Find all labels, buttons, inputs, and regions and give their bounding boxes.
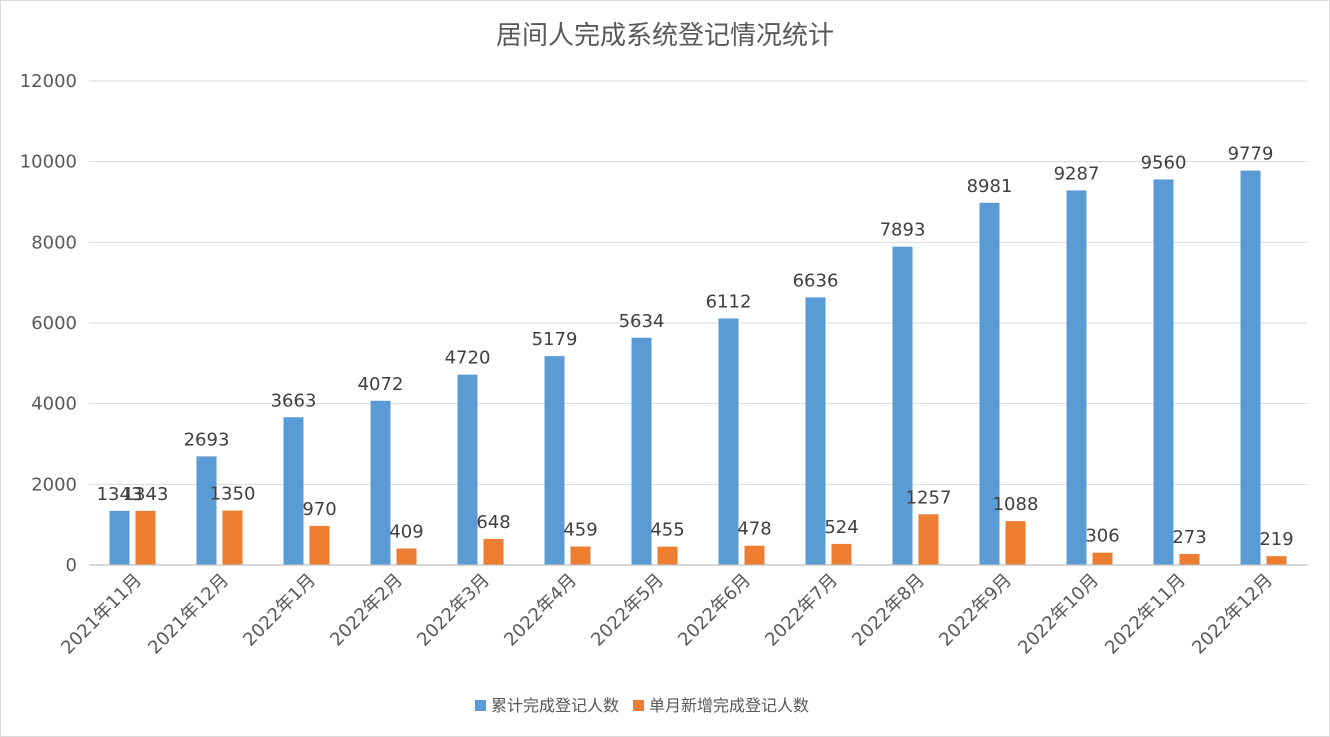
x-category-label: 2022年7月 <box>761 570 842 651</box>
x-category-label: 2022年4月 <box>500 570 581 651</box>
data-label-series-2: 455 <box>650 520 684 541</box>
x-category-label: 2022年11月 <box>1101 570 1190 659</box>
y-tick-label: 8000 <box>31 232 77 253</box>
bar-series-2 <box>918 514 939 565</box>
bar-series-2 <box>1179 553 1200 565</box>
bar-series-1 <box>544 356 565 565</box>
data-label-series-1: 2693 <box>184 429 230 450</box>
y-tick-label: 6000 <box>31 313 77 334</box>
x-category-label: 2022年8月 <box>848 570 929 651</box>
legend: 累计完成登记人数 单月新增完成登记人数 <box>475 696 809 715</box>
bar-series-2 <box>309 525 330 565</box>
bar-series-2 <box>744 545 765 565</box>
bar-series-2 <box>657 546 678 565</box>
bar-series-2 <box>483 538 504 565</box>
x-category-label: 2022年9月 <box>935 570 1016 651</box>
gridlines <box>89 80 1307 485</box>
bar-series-1 <box>979 202 1000 565</box>
bar-series-2 <box>135 510 156 565</box>
data-label-series-2: 1088 <box>993 494 1039 515</box>
data-label-series-1: 1343 <box>97 484 143 505</box>
bar-series-2 <box>1266 556 1287 565</box>
bar-series-1 <box>631 337 652 565</box>
bar-series-2 <box>222 510 243 565</box>
data-label-series-2: 970 <box>302 499 336 520</box>
y-tick-label: 4000 <box>31 394 77 415</box>
data-label-series-1: 5179 <box>532 329 578 350</box>
y-tick-label: 10000 <box>20 152 77 173</box>
data-label-series-1: 3663 <box>271 390 317 411</box>
data-label-series-1: 4720 <box>445 348 491 369</box>
data-label-series-1: 4072 <box>358 374 404 395</box>
data-label-series-1: 8981 <box>967 176 1013 197</box>
x-category-label: 2022年12月 <box>1188 570 1277 659</box>
bar-series-2 <box>396 548 417 565</box>
bars <box>109 170 1287 566</box>
y-tick-label: 2000 <box>31 474 77 495</box>
bar-series-1 <box>892 246 913 566</box>
x-category-label: 2022年10月 <box>1014 570 1103 659</box>
data-label-series-2: 459 <box>563 519 597 540</box>
data-label-series-1: 6636 <box>793 270 839 291</box>
data-label-series-2: 1343 <box>123 484 169 505</box>
data-label-series-2: 219 <box>1259 529 1293 550</box>
data-label-series-2: 409 <box>389 522 423 543</box>
data-label-series-2: 1257 <box>906 487 952 508</box>
x-category-label: 2022年3月 <box>413 570 494 651</box>
bar-series-2 <box>1092 552 1113 565</box>
bar-series-1 <box>109 510 130 565</box>
bar-series-1 <box>1153 179 1174 565</box>
data-label-series-1: 5634 <box>619 311 665 332</box>
data-label-series-2: 306 <box>1085 526 1119 547</box>
data-label-series-1: 6112 <box>706 291 752 312</box>
bar-series-2 <box>831 543 852 565</box>
bar-series-2 <box>570 546 591 565</box>
data-label-series-1: 9560 <box>1141 152 1187 173</box>
chart-title: 居间人完成系统登记情况统计 <box>496 21 834 51</box>
data-label-series-1: 7893 <box>880 220 926 241</box>
legend-label-series-1: 累计完成登记人数 <box>491 696 619 715</box>
legend-swatch-series-1 <box>475 700 486 711</box>
bar-series-1 <box>1240 170 1261 566</box>
bar-series-1 <box>457 374 478 565</box>
x-category-label: 2022年5月 <box>587 570 668 651</box>
data-label-series-2: 478 <box>737 519 771 540</box>
bar-series-2 <box>1005 521 1026 565</box>
bar-series-1 <box>283 417 304 565</box>
x-category-label: 2021年11月 <box>57 570 146 659</box>
y-tick-label: 12000 <box>20 71 77 92</box>
legend-swatch-series-2 <box>633 700 644 711</box>
data-label-series-1: 9779 <box>1228 144 1274 165</box>
bar-series-1 <box>370 400 391 565</box>
data-label-series-2: 648 <box>476 512 510 533</box>
data-label-series-1: 9287 <box>1054 163 1100 184</box>
legend-label-series-2: 单月新增完成登记人数 <box>649 696 809 715</box>
bar-series-1 <box>196 456 217 565</box>
y-axis-tick-labels: 0 2000 4000 6000 8000 10000 12000 <box>20 71 77 576</box>
data-label-series-2: 524 <box>824 517 858 538</box>
y-tick-label: 0 <box>66 555 77 576</box>
bar-series-1 <box>805 297 826 565</box>
data-label-series-2: 273 <box>1172 527 1206 548</box>
x-category-label: 2022年6月 <box>674 570 755 651</box>
bar-series-1 <box>1066 190 1087 566</box>
x-category-label: 2021年12月 <box>144 570 233 659</box>
x-category-label: 2022年2月 <box>326 570 407 651</box>
x-category-label: 2022年1月 <box>239 570 320 651</box>
bar-series-1 <box>718 318 739 565</box>
data-label-series-2: 1350 <box>210 484 256 505</box>
